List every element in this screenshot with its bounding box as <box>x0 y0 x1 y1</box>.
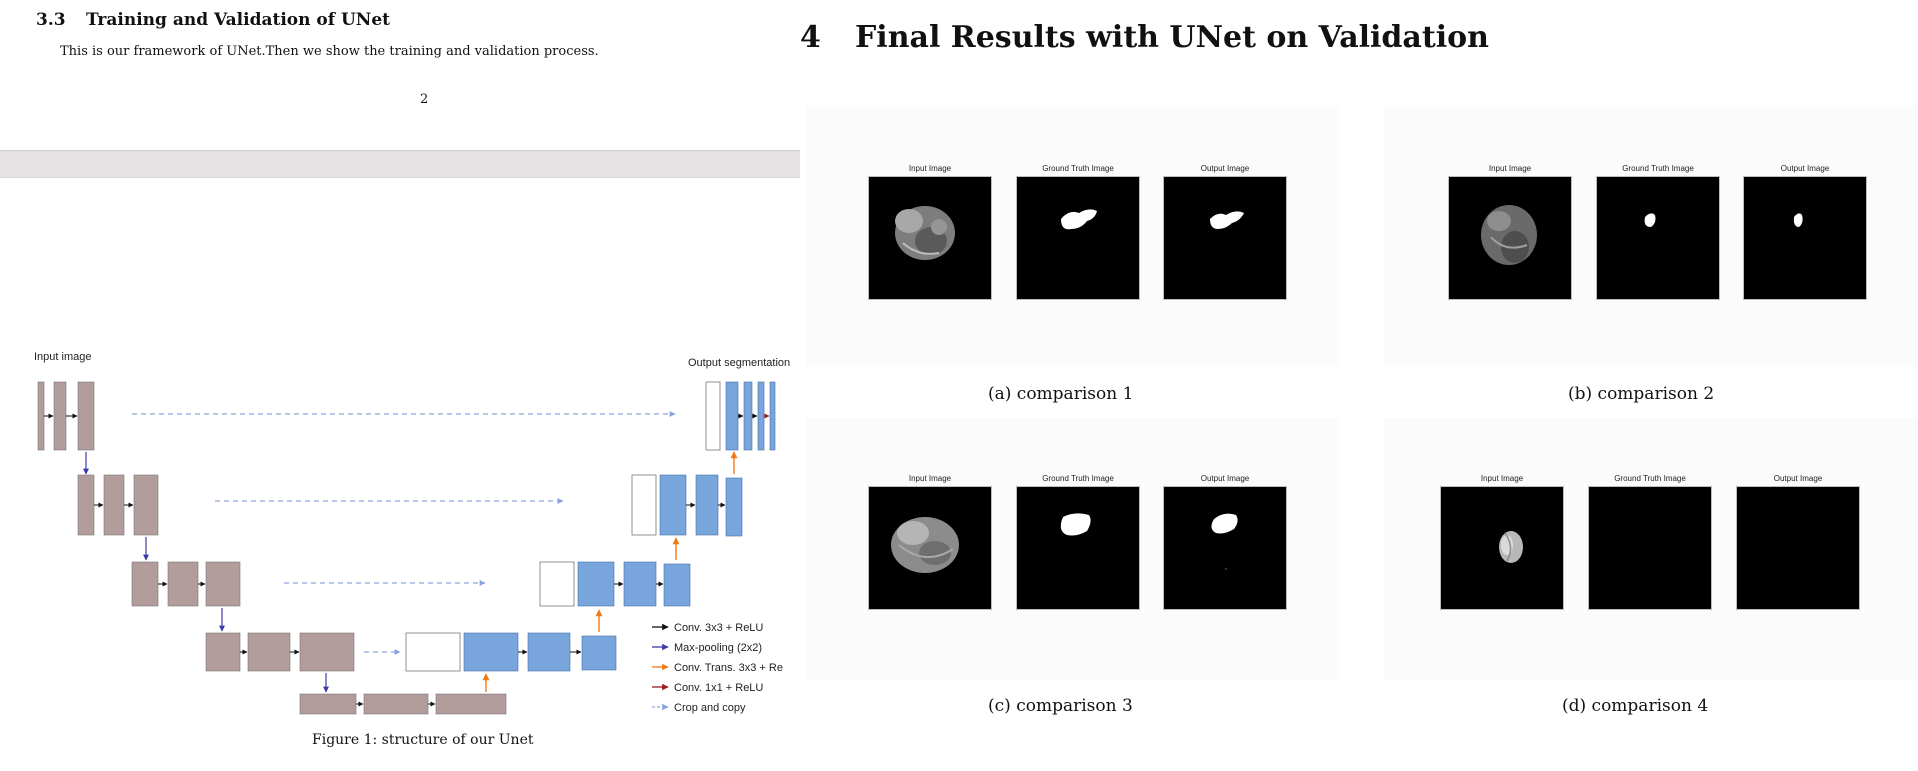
column-label-input: Input Image <box>1488 164 1532 173</box>
unet-legend: Conv. 3x3 + ReLU Max-pooling (2x2) Conv.… <box>652 622 783 714</box>
input-image-thumbnail <box>1440 486 1564 610</box>
legend-conv-relu: Conv. 3x3 + ReLU <box>674 622 763 634</box>
section-body-text: This is our framework of UNet.Then we sh… <box>60 44 599 59</box>
encoder-level-2 <box>77 474 159 536</box>
column-label-input: Input Image <box>908 474 952 483</box>
caption-a: (a) comparison 1 <box>988 384 1134 404</box>
ground-truth-thumbnail <box>1016 176 1140 300</box>
ground-truth-thumbnail <box>1016 486 1140 610</box>
encoder-level-3 <box>131 561 241 607</box>
figure-caption: Figure 1: structure of our Unet <box>312 732 534 748</box>
output-thumbnail <box>1163 176 1287 300</box>
output-thumbnail <box>1743 176 1867 300</box>
column-label-ground-truth: Ground Truth Image <box>1614 474 1686 483</box>
ground-truth-thumbnail <box>1596 176 1720 300</box>
results-section-number: 4 <box>800 20 821 55</box>
column-label-output: Output Image <box>1200 474 1250 483</box>
encoder-level-1 <box>37 381 95 451</box>
input-image-thumbnail <box>868 176 992 300</box>
unet-diagram: Input image Output segmentation <box>34 351 790 715</box>
page-number: 2 <box>420 92 429 107</box>
decoder-level-4 <box>405 632 617 672</box>
caption-c: (c) comparison 3 <box>988 696 1133 716</box>
decoder-level-2 <box>631 474 743 537</box>
decoder-level-3 <box>539 561 691 607</box>
column-label-ground-truth: Ground Truth Image <box>1042 164 1114 173</box>
page-divider <box>0 150 800 178</box>
input-image-thumbnail <box>868 486 992 610</box>
column-label-input: Input Image <box>908 164 952 173</box>
decoder-level-1 <box>705 381 776 451</box>
column-label-output: Output Image <box>1200 164 1250 173</box>
encoder-level-4 <box>205 632 355 672</box>
section-number: 3.3 <box>36 10 66 30</box>
caption-b: (b) comparison 2 <box>1568 384 1715 404</box>
column-label-ground-truth: Ground Truth Image <box>1622 164 1694 173</box>
input-image-label: Input image <box>34 351 91 363</box>
legend-conv-trans: Conv. Trans. 3x3 + Re <box>674 662 783 674</box>
ground-truth-thumbnail <box>1588 486 1712 610</box>
section-title: Training and Validation of UNet <box>86 10 390 30</box>
legend-crop-copy: Crop and copy <box>674 702 746 714</box>
column-label-input: Input Image <box>1480 474 1524 483</box>
results-section-title: Final Results with UNet on Validation <box>855 20 1489 55</box>
legend-conv-1x1: Conv. 1x1 + ReLU <box>674 682 763 694</box>
bottleneck <box>299 693 507 715</box>
caption-d: (d) comparison 4 <box>1562 696 1709 716</box>
output-thumbnail <box>1736 486 1860 610</box>
output-segmentation-label: Output segmentation <box>688 357 790 369</box>
output-thumbnail <box>1163 486 1287 610</box>
legend-max-pooling: Max-pooling (2x2) <box>674 642 762 654</box>
column-label-output: Output Image <box>1773 474 1823 483</box>
column-label-output: Output Image <box>1780 164 1830 173</box>
input-image-thumbnail <box>1448 176 1572 300</box>
column-label-ground-truth: Ground Truth Image <box>1042 474 1114 483</box>
